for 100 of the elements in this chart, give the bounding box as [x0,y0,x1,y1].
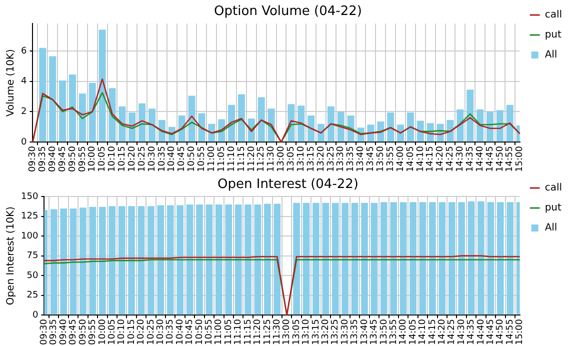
x-tick-label: 13:05 [292,319,302,345]
y-axis-title: Volume (10K) [6,49,17,117]
bar [234,204,242,315]
x-tick-label: 11:30 [272,318,282,345]
x-tick-label: 14:55 [505,146,516,172]
bar [370,202,378,315]
y-tick-label: 0 [20,137,27,148]
bar [138,103,146,142]
x-tick-label: 09:30 [40,318,50,345]
x-tick-label: 11:00 [207,146,217,172]
x-tick-label: 13:30 [336,146,346,172]
x-tick-label: 09:45 [68,319,79,345]
x-tick-label: 11:05 [224,319,234,345]
bar [458,202,465,315]
y-tick-label: 100 [20,231,38,242]
bar [308,115,315,142]
x-tick-label: 14:05 [406,146,416,172]
x-tick-label: 13:50 [379,318,390,345]
x-tick-label: 10:50 [187,146,198,172]
bar [416,120,424,142]
bar [148,206,154,315]
bar [367,124,374,142]
bar [438,202,446,315]
bar [332,202,339,315]
bar [166,205,174,315]
bar [206,204,213,315]
x-tick-label: 10:15 [118,146,128,172]
x-tick-label: 14:15 [428,319,438,345]
bar [298,106,305,142]
x-tick-label: 14:30 [456,318,467,345]
bar [70,208,77,315]
bar [80,208,86,315]
bar [506,104,514,142]
x-tick-label: 11:10 [226,146,237,172]
x-tick-label: 13:25 [326,146,336,172]
x-tick-label: 11:15 [236,146,247,172]
x-tick-label: 11:25 [256,146,267,172]
x-tick-label: 14:40 [476,318,486,345]
x-tick-label: 13:35 [350,319,360,345]
bar [312,202,320,315]
bar [337,112,344,142]
x-tick-label: 09:40 [58,318,69,345]
bar [39,48,46,142]
x-tick-label: 09:55 [88,319,98,345]
x-tick-label: 10:05 [98,146,108,172]
bar [254,204,262,315]
x-tick-label: 11:00 [214,318,224,345]
y-tick-label: 0 [32,310,38,320]
y-tick-label: 6 [20,46,27,56]
bar [322,202,330,315]
bar [400,202,407,315]
x-tick-label: 14:25 [446,146,456,172]
x-tick-label: 10:40 [175,318,186,345]
y-tick-label: 25 [26,290,38,301]
x-tick-label: 10:35 [157,146,168,172]
bar [158,120,166,142]
x-tick-label: 13:00 [282,318,292,345]
x-tick-label: 10:55 [204,319,215,345]
bar [138,206,145,315]
bar [128,112,136,142]
bar [258,97,265,142]
legend-label: put [544,202,562,214]
x-tick-label: 11:05 [216,146,227,172]
x-tick-label: 14:20 [438,318,448,345]
x-tick-label: 09:35 [49,319,60,345]
bar [50,209,58,315]
bar [78,93,86,142]
y-tick-label: 50 [26,270,38,281]
x-tick-label: 11:25 [262,319,273,345]
bar [238,94,245,142]
x-tick-label: 09:55 [78,146,88,172]
y-tick-label: 75 [26,251,38,262]
bar [69,74,76,142]
bar [506,202,514,315]
x-tick-label: 13:20 [321,318,332,345]
x-tick-label: 11:10 [234,318,244,345]
bar [208,124,216,142]
bar [390,202,398,315]
bar [196,204,203,315]
x-tick-label: 14:50 [495,146,506,172]
x-tick-label: 13:30 [340,318,350,345]
bar [448,202,456,315]
x-tick-label: 14:10 [418,318,428,345]
y-tick-label: 4 [20,76,27,87]
x-tick-label: 14:40 [475,146,486,172]
x-tick-label: 10:20 [127,146,138,172]
x-tick-label: 09:50 [68,146,78,172]
x-tick-label: 13:10 [302,318,312,345]
legend-label: call [544,182,562,194]
x-tick-label: 09:45 [58,146,68,172]
bar [456,109,464,142]
x-tick-label: 13:55 [386,146,396,172]
y-tick-label: 150 [20,192,38,202]
bar [198,113,206,142]
x-tick-label: 10:05 [107,319,118,345]
x-tick-label: 10:35 [166,319,176,345]
x-tick-label: 14:00 [398,318,409,345]
x-tick-label: 15:00 [515,318,526,345]
bar [186,204,194,315]
x-tick-label: 10:00 [98,318,108,345]
